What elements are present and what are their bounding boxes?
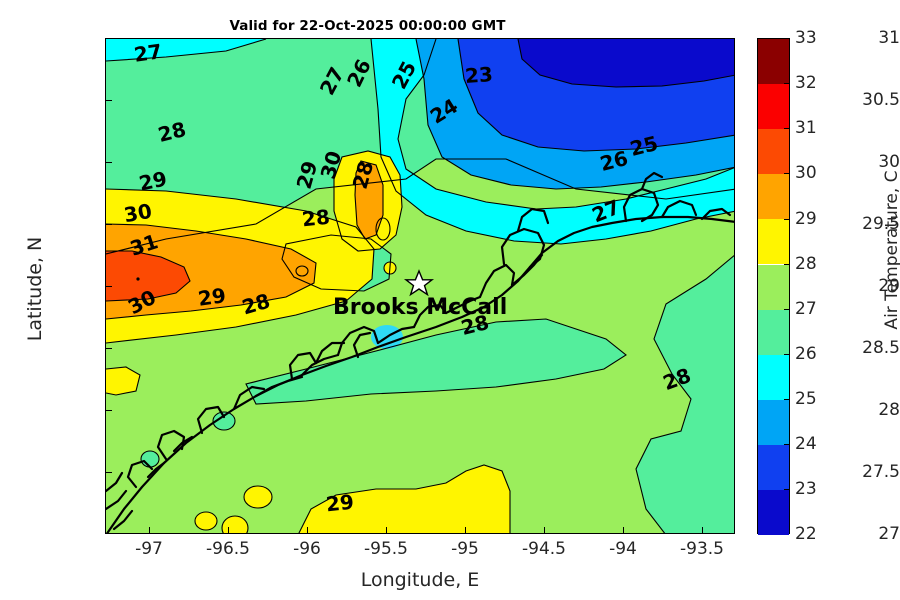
contour-label-28-pocket: 28 (300, 204, 332, 232)
colorbar-band (758, 129, 789, 175)
y-tick-label: 27.5 (862, 462, 900, 482)
x-tick-label: -96 (293, 539, 321, 559)
x-axis-label: Longitude, E (360, 569, 480, 591)
colorbar-tick-label: 22 (795, 524, 817, 544)
colorbar-band (758, 39, 789, 85)
colorbar-band (758, 264, 789, 310)
colorbar-band (758, 490, 789, 535)
colorbar-band (758, 309, 789, 355)
colorbar-tick-label: 30 (795, 163, 817, 183)
colorbar-tick-label: 24 (795, 434, 817, 454)
contour-label-27-nw: 27 (132, 39, 164, 67)
colorbar-band (758, 219, 789, 265)
x-tick-label: -94.5 (522, 539, 566, 559)
y-tick-label: 29 (878, 276, 900, 296)
colorbar-tick-label: 25 (795, 389, 817, 409)
y-tick-label: 27 (878, 524, 900, 544)
contour-label-29-south: 29 (324, 489, 356, 517)
contour-label-29-sw-lower: 29 (196, 283, 228, 311)
y-axis-label: Latitude, N (24, 236, 46, 342)
contour-label-25-east: 25 (627, 130, 661, 162)
contour-label-30-sw-outer: 30 (122, 198, 154, 228)
y-tick-label: 30.5 (862, 90, 900, 110)
colorbar[interactable] (757, 38, 790, 535)
y-tick-label: 29.5 (862, 214, 900, 234)
x-tick-label: -96.5 (206, 539, 250, 559)
colorbar-tick-label: 29 (795, 209, 817, 229)
x-tick-label: -97 (135, 539, 163, 559)
contour-label-28-nw: 28 (155, 116, 189, 148)
contour-plot-area[interactable]: 27 28 29 30 31 30 29 29 30 28 28 27 26 2… (105, 38, 735, 534)
colorbar-tick-label: 28 (795, 254, 817, 274)
contour-label-26-east: 26 (597, 145, 631, 177)
station-name-label: Brooks McCall (333, 295, 508, 320)
contour-label-23-core: 23 (464, 62, 494, 88)
y-tick-label: 30 (878, 152, 900, 172)
y-tick-label: 28.5 (862, 338, 900, 358)
y-tick-label: 28 (878, 400, 900, 420)
colorbar-band (758, 354, 789, 400)
colorbar-tick-label: 32 (795, 73, 817, 93)
contour-field (106, 39, 734, 533)
page-title: Valid for 22-Oct-2025 00:00:00 GMT (229, 18, 506, 34)
colorbar-tick-label: 27 (795, 299, 817, 319)
x-tick-label: -95 (451, 539, 479, 559)
x-tick-label: -95.5 (364, 539, 408, 559)
station-marker (403, 269, 435, 297)
y-tick-label: 31 (878, 28, 900, 48)
colorbar-tick-label: 31 (795, 118, 817, 138)
x-tick-label: -93.5 (680, 539, 724, 559)
contour-label-29-sw-outer: 29 (136, 166, 170, 196)
colorbar-label: Air Temperature, C (882, 170, 900, 330)
colorbar-band (758, 174, 789, 220)
colorbar-band (758, 444, 789, 490)
colorbar-tick-label: 23 (795, 479, 817, 499)
colorbar-band (758, 399, 789, 445)
colorbar-tick-label: 33 (795, 28, 817, 48)
colorbar-band (758, 84, 789, 130)
colorbar-tick-label: 26 (795, 344, 817, 364)
x-tick-label: -94 (609, 539, 637, 559)
